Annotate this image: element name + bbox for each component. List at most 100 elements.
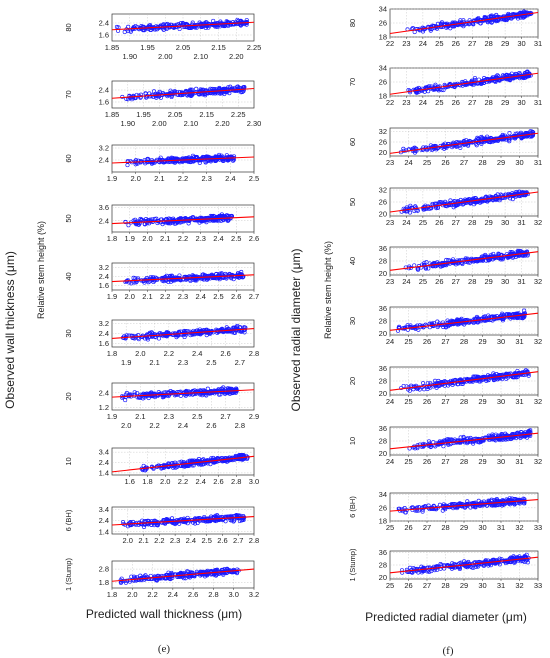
- x-tick-label: 2.7: [233, 536, 243, 545]
- x-tick-label: 3.0: [228, 590, 238, 599]
- x-tick-label: 2.0: [130, 174, 140, 183]
- x-tick-label-lower: 2.10: [193, 52, 208, 61]
- x-tick-label: 30: [517, 39, 525, 48]
- x-tick-label: 24: [404, 158, 412, 167]
- y-tick-label: 2.4: [99, 329, 109, 338]
- data-point: [145, 156, 150, 162]
- x-tick-label: 25: [419, 218, 427, 227]
- row-label: 40: [64, 272, 73, 280]
- y-tick-label: 1.2: [99, 403, 109, 412]
- x-tick-label: 31: [534, 158, 542, 167]
- x-tick-label-lower: 2.8: [235, 421, 245, 430]
- y-tick-label: 3.2: [99, 319, 109, 328]
- x-tick-label: 2.2: [178, 174, 188, 183]
- x-tick-label: 30: [501, 218, 509, 227]
- x-tick-label: 25: [404, 397, 412, 406]
- x-tick-label: 31: [517, 277, 525, 286]
- x-tick-label: 24: [402, 218, 410, 227]
- x-tick-label-upper: 2.8: [249, 349, 259, 358]
- panel-e-subplot-7: 3.42.41.41.6 1.8 2.0 2.2 2.4 2.6 2.8 3.010: [64, 447, 259, 486]
- data-point: [180, 21, 186, 26]
- x-tick-label-lower: 2.3: [178, 358, 188, 367]
- row-label: 80: [64, 23, 73, 31]
- y-tick-label: 2.4: [99, 156, 109, 165]
- x-tick-label-upper: 1.95: [136, 110, 151, 119]
- x-tick-label: 24: [419, 98, 427, 107]
- data-point: [211, 23, 216, 28]
- y-tick-label: 3.6: [99, 203, 109, 212]
- y-tick-label: 26: [379, 78, 387, 87]
- y-tick-label: 1.6: [99, 339, 109, 348]
- x-tick-label: 2.8: [208, 590, 218, 599]
- y-tick-label: 1.6: [99, 98, 109, 107]
- panel-e-subplot-8: 3.42.41.42.0 2.1 2.2 2.3 2.4 2.5 2.6 2.7 2.86 (B…: [64, 505, 259, 545]
- data-point: [222, 91, 227, 97]
- data-point: [190, 215, 195, 220]
- data-point: [208, 157, 214, 162]
- data-point: [203, 93, 208, 98]
- data-point: [122, 29, 127, 35]
- data-point: [130, 333, 135, 339]
- data-point: [184, 388, 189, 393]
- data-point: [217, 271, 223, 276]
- x-tick-label: 25: [435, 98, 443, 107]
- data-point: [156, 25, 161, 31]
- x-tick-label: 28: [460, 397, 468, 406]
- x-tick-label: 29: [501, 98, 509, 107]
- x-tick-label: 23: [386, 218, 394, 227]
- x-tick-label: 2.1: [154, 174, 164, 183]
- x-tick-label: 2.8: [249, 536, 259, 545]
- x-tick-label: 27: [468, 39, 476, 48]
- panel-e-subplot-6: 2.41.21.9 2.1 2.3 2.5 2.7 2.92.0 2.2 2.4 2.6 2.82…: [64, 382, 259, 430]
- x-tick-label-lower: 2.20: [215, 119, 230, 128]
- x-tick-label: 2.6: [213, 477, 223, 486]
- row-label: 50: [64, 214, 73, 222]
- data-point: [189, 87, 194, 92]
- x-tick-label: 28: [468, 277, 476, 286]
- x-tick-label: 29: [484, 277, 492, 286]
- data-point: [228, 84, 233, 89]
- y-tick-label: 1.4: [99, 468, 109, 477]
- data-point: [126, 223, 131, 228]
- x-tick-label: 2.8: [231, 477, 241, 486]
- x-tick-label: 32: [534, 397, 542, 406]
- data-point: [217, 392, 222, 397]
- x-tick-label-upper: 1.85: [105, 110, 120, 119]
- x-tick-label: 24: [386, 337, 394, 346]
- data-point: [138, 158, 143, 164]
- x-tick-label: 31: [515, 337, 523, 346]
- data-point: [147, 94, 152, 99]
- data-point: [203, 159, 208, 164]
- x-tick-label: 27: [452, 218, 460, 227]
- row-label: 30: [348, 317, 357, 325]
- data-point: [208, 273, 213, 278]
- x-tick-label-upper: 2.1: [135, 412, 145, 421]
- x-tick-label: 1.9: [107, 174, 117, 183]
- x-tick-label: 31: [534, 39, 542, 48]
- data-point: [145, 337, 150, 342]
- x-tick-label: 2.2: [147, 590, 157, 599]
- x-tick-label: 29: [501, 39, 509, 48]
- data-point: [240, 89, 245, 94]
- x-tick-label: 30: [497, 397, 505, 406]
- x-tick-label: 27: [452, 277, 460, 286]
- data-point: [174, 335, 179, 340]
- data-point: [237, 324, 243, 330]
- x-tick-label: 29: [478, 397, 486, 406]
- x-tick-label-upper: 2.4: [192, 349, 202, 358]
- x-tick-label: 2.2: [178, 477, 188, 486]
- x-tick-label: 2.0: [125, 292, 135, 301]
- data-point: [219, 89, 224, 94]
- data-point: [184, 23, 189, 28]
- x-tick-label: 22: [386, 39, 394, 48]
- x-tick-label: 2.2: [160, 292, 170, 301]
- data-point: [222, 24, 227, 29]
- y-tick-label: 3.2: [99, 144, 109, 153]
- x-tick-label-upper: 2.3: [164, 412, 174, 421]
